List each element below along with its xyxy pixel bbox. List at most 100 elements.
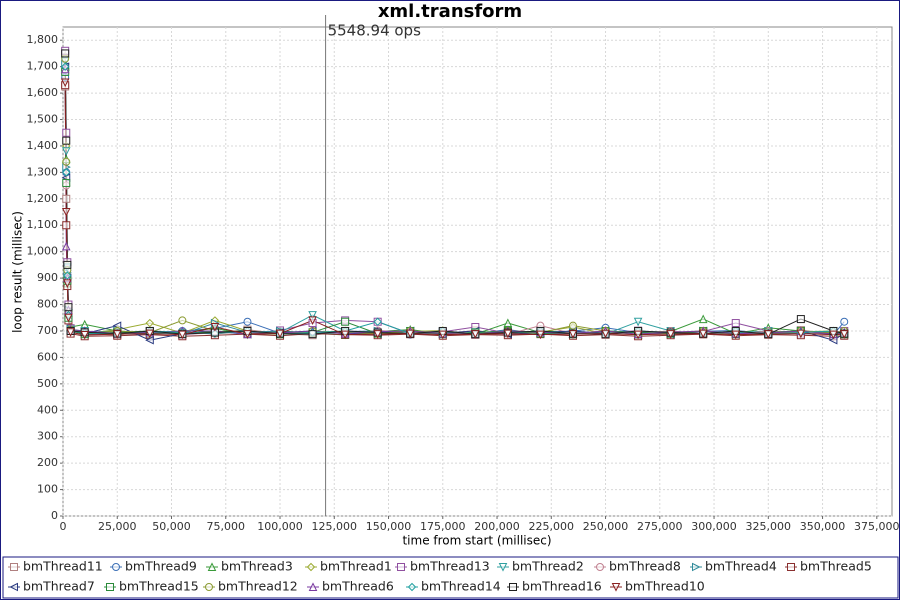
legend-label: bmThread10 (625, 579, 705, 594)
data-point (405, 329, 415, 339)
data-point (64, 313, 73, 323)
legend-label: bmThread9 (125, 559, 197, 574)
data-point (829, 330, 838, 340)
data-point (796, 329, 806, 339)
data-point (340, 330, 350, 340)
data-point (66, 328, 75, 337)
legend-marker (112, 563, 120, 571)
data-point (62, 168, 71, 177)
data-point (731, 330, 741, 340)
data-point (666, 330, 675, 339)
data-point (731, 319, 740, 328)
legend-label: bmThread11 (23, 559, 103, 574)
data-point (839, 330, 849, 339)
data-point (373, 317, 382, 326)
legend-marker (692, 562, 701, 572)
legend-marker (498, 563, 508, 572)
legend-label: bmThread15 (119, 579, 199, 594)
legend-label: bmThread8 (609, 559, 681, 574)
y-tick-label: 100 (37, 483, 58, 496)
data-point (243, 330, 252, 339)
y-tick-label: 1,500 (27, 113, 59, 126)
y-tick-label: 800 (37, 298, 58, 311)
legend-marker (397, 563, 405, 571)
legend-marker (308, 582, 318, 591)
x-tick-label: 200,000 (474, 520, 520, 533)
data-point (61, 49, 70, 58)
annotation-text: 5548.94 ops (328, 22, 421, 40)
legend-label: bmThread1 (320, 559, 392, 574)
y-tick-label: 1,100 (27, 218, 59, 231)
data-point (763, 330, 773, 339)
y-tick-label: 500 (37, 377, 58, 390)
data-point (63, 279, 72, 289)
y-tick-label: 400 (37, 403, 58, 416)
legend-marker (306, 562, 316, 572)
data-point (308, 316, 317, 326)
x-tick-label: 175,000 (420, 520, 466, 533)
legend-marker (10, 563, 18, 571)
data-point (210, 323, 220, 332)
data-point (308, 330, 317, 339)
data-point (178, 330, 187, 340)
x-tick-label: 375,000 (854, 520, 900, 533)
legend-marker (509, 583, 517, 591)
data-point (80, 330, 90, 340)
y-tick-label: 900 (37, 271, 58, 284)
legend-label: bmThread4 (705, 559, 777, 574)
legend-label: bmThread14 (421, 579, 501, 594)
data-point (145, 335, 154, 345)
plot-area (62, 26, 893, 517)
legend-label: bmThread5 (800, 559, 872, 574)
x-tick-label: 25,000 (98, 520, 137, 533)
data-point (341, 317, 350, 326)
data-point (62, 194, 71, 203)
data-point (62, 136, 71, 145)
legend-marker (9, 582, 18, 592)
data-point (61, 241, 71, 251)
data-point (60, 62, 70, 71)
data-point (64, 303, 73, 312)
data-point (243, 317, 252, 326)
data-point (698, 329, 708, 339)
x-tick-label: 275,000 (637, 520, 683, 533)
y-tick-label: 1,000 (27, 245, 59, 258)
x-tick-label: 125,000 (312, 520, 358, 533)
legend-label: bmThread13 (410, 559, 490, 574)
data-point (145, 329, 155, 339)
data-point (62, 128, 71, 137)
data-point (568, 330, 578, 339)
x-tick-label: 50,000 (152, 520, 191, 533)
x-tick-label: 250,000 (583, 520, 629, 533)
x-tick-label: 300,000 (691, 520, 737, 533)
data-point (275, 329, 285, 339)
x-tick-label: 325,000 (746, 520, 792, 533)
x-tick-label: 350,000 (800, 520, 846, 533)
data-point (633, 317, 643, 327)
data-point (698, 314, 708, 324)
legend-label: bmThread2 (512, 559, 584, 574)
x-tick-label: 100,000 (257, 520, 303, 533)
legend-marker (407, 582, 417, 592)
x-tick-label: 0 (60, 520, 67, 533)
legend-label: bmThread7 (23, 579, 95, 594)
data-point (601, 329, 610, 339)
legend-box (2, 556, 899, 599)
data-point (840, 317, 849, 326)
data-point (503, 329, 513, 339)
legend: bmThread11 bmThread9 bmThread3 bmThread1 bmT… (8, 559, 872, 594)
legend-marker (205, 583, 213, 591)
data-point (633, 330, 643, 340)
plot-series (60, 46, 849, 345)
y-tick-label: 0 (51, 509, 58, 522)
legend-marker (787, 563, 795, 571)
data-point (796, 315, 805, 324)
y-axis-label: loop result (millisec) (11, 211, 25, 333)
legend-marker (596, 563, 604, 571)
legend-marker (207, 562, 217, 571)
y-tick-label: 700 (37, 324, 58, 337)
legend-label: bmThread3 (221, 559, 293, 574)
data-point (62, 157, 71, 166)
data-point (471, 330, 480, 339)
